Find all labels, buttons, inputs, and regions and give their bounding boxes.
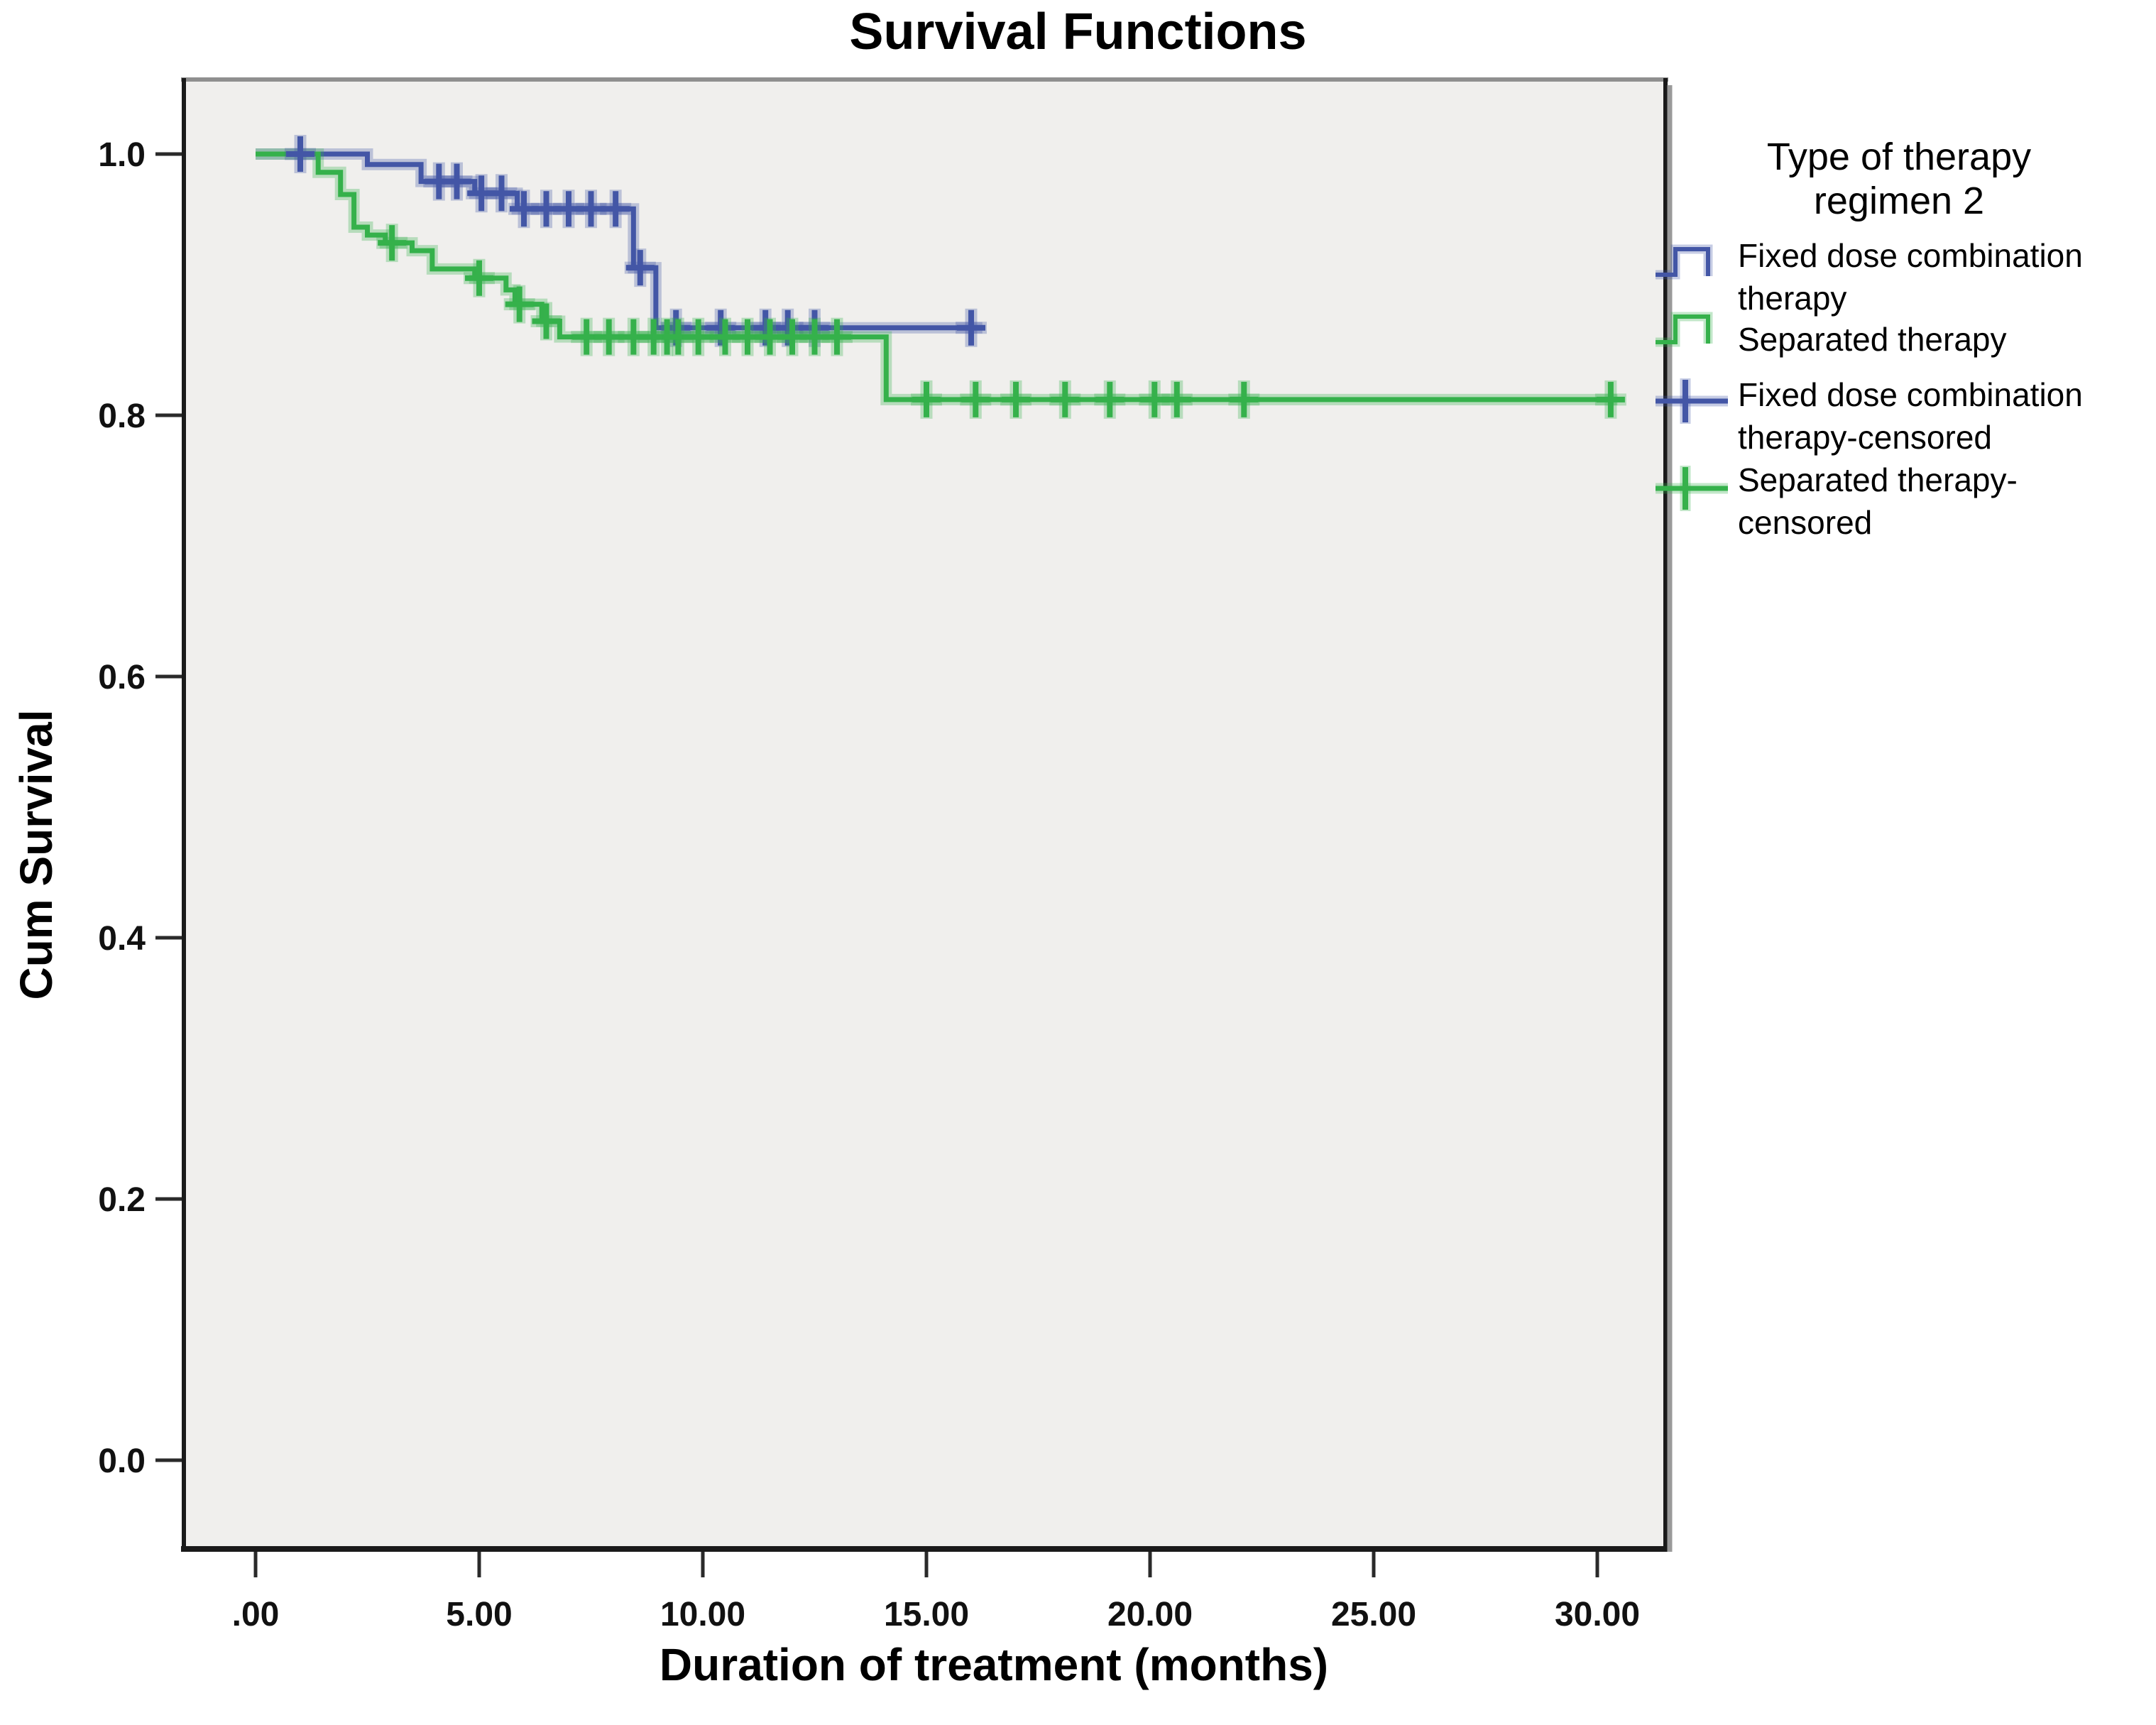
censor-plus-icon-separated (1656, 466, 1728, 511)
plot-area (182, 78, 1667, 1548)
y-tick-label: 1.0 (98, 136, 146, 174)
x-tick-label: 30.00 (1555, 1596, 1640, 1633)
y-tick-label: 0.0 (98, 1442, 146, 1480)
censor-plus-icon-fixed-dose (1656, 378, 1728, 424)
y-tick-label: 0.4 (98, 920, 146, 958)
y-tick-label: 0.6 (98, 659, 146, 696)
x-tick-label: 5.00 (446, 1596, 512, 1633)
x-tick-label: .00 (232, 1596, 280, 1633)
legend-title: Type of therapy regimen 2 (1766, 136, 2032, 222)
legend-entry-separated-censored: Separated therapy-censored (1738, 461, 2018, 541)
x-tick-label: 15.00 (884, 1596, 969, 1633)
x-tick-label: 25.00 (1331, 1596, 1416, 1633)
legend-entry-fixed-dose-censored: Fixed dose combination therapy-censored (1738, 376, 2083, 456)
x-tick-label: 20.00 (1107, 1596, 1193, 1633)
y-axis-title: Cum Survival (11, 709, 62, 1000)
y-tick-label: 0.2 (98, 1181, 146, 1219)
legend-entry-fixed-dose-therapy: Fixed dose combination therapy (1738, 237, 2083, 317)
x-tick-label: 10.00 (660, 1596, 745, 1633)
y-tick-label: 0.8 (98, 398, 146, 435)
step-line-icon-separated (1656, 312, 1713, 347)
x-axis-title: Duration of treatment (months) (659, 1639, 1329, 1690)
legend-entry-separated-therapy: Separated therapy (1738, 321, 2007, 358)
step-line-icon-fixed-dose (1656, 244, 1713, 280)
chart-title: Survival Functions (849, 4, 1307, 60)
